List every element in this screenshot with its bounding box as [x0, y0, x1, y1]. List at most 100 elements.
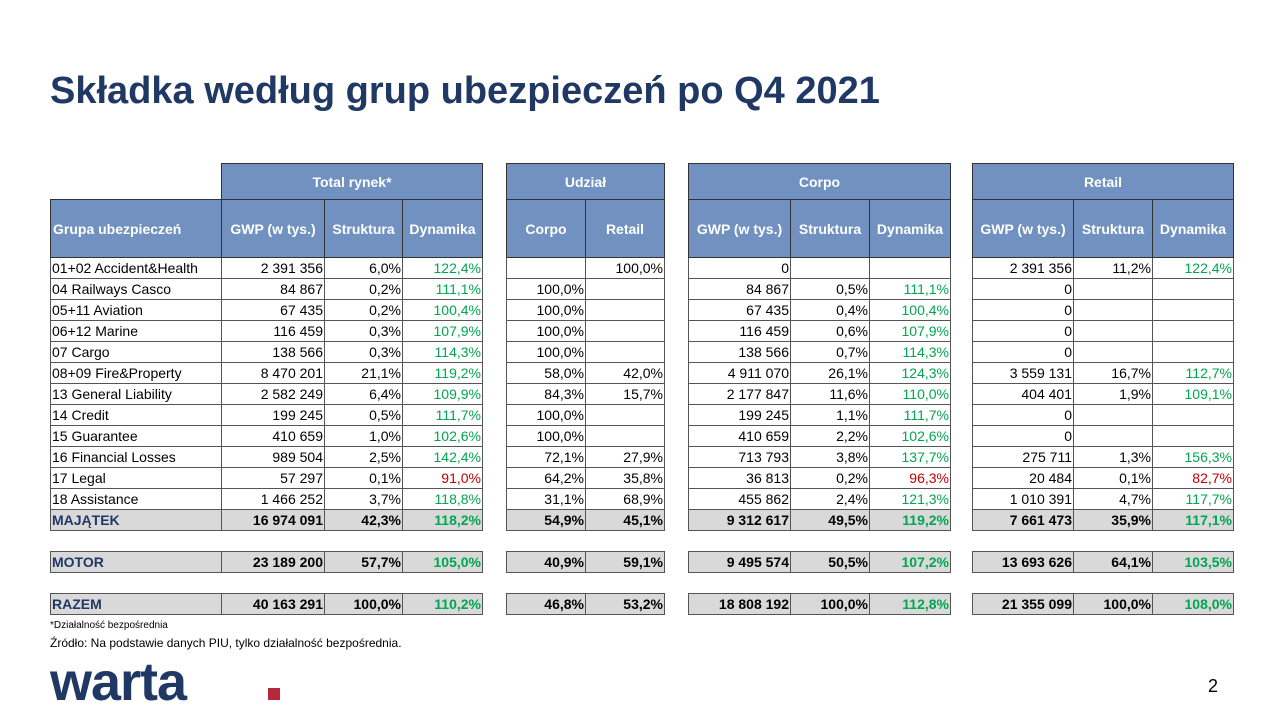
cell-udzial-retail — [585, 278, 665, 300]
cell-struktura-total: 0,2% — [324, 299, 403, 321]
cell-udzial-corpo: 84,3% — [506, 383, 586, 405]
warta-logo-icon: warta — [50, 658, 280, 706]
cell-dynamika-retail: 108,0% — [1152, 593, 1234, 615]
cell-dynamika-total: 105,0% — [402, 551, 483, 573]
page-title: Składka według grup ubezpieczeń po Q4 20… — [50, 70, 880, 112]
table-row: 01+02 Accident&Health 2 391 356 6,0% 122,4%… — [50, 257, 1234, 279]
cell-dynamika-retail: 82,7% — [1152, 467, 1234, 489]
cell-struktura-retail — [1073, 425, 1153, 447]
column-header-struktura-total: Struktura — [324, 199, 403, 258]
column-header-gwp-retail: GWP (w tys.) — [972, 199, 1074, 258]
cell-struktura-retail: 64,1% — [1073, 551, 1153, 573]
cell-gwp-retail: 7 661 473 — [972, 509, 1074, 531]
column-header-dynamika-total: Dynamika — [402, 199, 483, 258]
column-header-dynamika-retail: Dynamika — [1152, 199, 1234, 258]
cell-dynamika-corpo: 114,3% — [869, 341, 951, 363]
cell-struktura-total: 42,3% — [324, 509, 403, 531]
cell-gwp-total: 2 391 356 — [221, 257, 325, 279]
cell-dynamika-total: 118,2% — [402, 509, 483, 531]
cell-udzial-corpo — [506, 257, 586, 279]
cell-udzial-corpo: 40,9% — [506, 551, 586, 573]
cell-struktura-retail: 0,1% — [1073, 467, 1153, 489]
cell-dynamika-retail: 109,1% — [1152, 383, 1234, 405]
cell-udzial-corpo: 100,0% — [506, 404, 586, 426]
cell-gwp-corpo: 0 — [688, 257, 791, 279]
cell-gwp-retail: 1 010 391 — [972, 488, 1074, 510]
cell-struktura-corpo: 100,0% — [790, 593, 870, 615]
cell-dynamika-total: 119,2% — [402, 362, 483, 384]
spacer-row — [51, 531, 1234, 552]
column-header-dynamika-corpo: Dynamika — [869, 199, 951, 258]
cell-dynamika-total: 118,8% — [402, 488, 483, 510]
cell-struktura-retail: 16,7% — [1073, 362, 1153, 384]
total-row: MAJĄTEK 16 974 091 42,3% 118,2% 54,9% 45,1% 9 … — [50, 509, 1234, 531]
cell-gwp-total: 138 566 — [221, 341, 325, 363]
cell-dynamika-corpo: 124,3% — [869, 362, 951, 384]
cell-gwp-retail: 0 — [972, 320, 1074, 342]
cell-udzial-corpo: 46,8% — [506, 593, 586, 615]
column-header-struktura-corpo: Struktura — [790, 199, 870, 258]
cell-dynamika-retail — [1152, 278, 1234, 300]
row-label: 04 Railways Casco — [50, 278, 222, 300]
cell-udzial-retail — [585, 320, 665, 342]
cell-dynamika-retail — [1152, 425, 1234, 447]
table-row: 16 Financial Losses 989 504 2,5% 142,4% 72,1… — [50, 446, 1234, 468]
cell-gwp-retail: 404 401 — [972, 383, 1074, 405]
cell-gwp-total: 199 245 — [221, 404, 325, 426]
cell-gwp-corpo: 9 312 617 — [688, 509, 791, 531]
cell-struktura-total: 0,3% — [324, 341, 403, 363]
cell-gwp-retail: 0 — [972, 299, 1074, 321]
spacer-row — [51, 573, 1234, 594]
cell-struktura-retail — [1073, 320, 1153, 342]
svg-text:warta: warta — [50, 658, 188, 706]
cell-gwp-retail: 0 — [972, 404, 1074, 426]
cell-dynamika-total: 102,6% — [402, 425, 483, 447]
cell-gwp-total: 410 659 — [221, 425, 325, 447]
cell-gwp-corpo: 36 813 — [688, 467, 791, 489]
cell-dynamika-corpo: 112,8% — [869, 593, 951, 615]
cell-udzial-retail: 35,8% — [585, 467, 665, 489]
cell-udzial-retail: 15,7% — [585, 383, 665, 405]
column-header-struktura-retail: Struktura — [1073, 199, 1153, 258]
cell-udzial-retail — [585, 341, 665, 363]
cell-struktura-retail: 1,3% — [1073, 446, 1153, 468]
cell-dynamika-corpo: 121,3% — [869, 488, 951, 510]
cell-struktura-retail: 11,2% — [1073, 257, 1153, 279]
cell-udzial-retail: 100,0% — [585, 257, 665, 279]
column-header-grupa: Grupa ubezpieczeń — [50, 199, 222, 258]
cell-struktura-corpo: 26,1% — [790, 362, 870, 384]
cell-udzial-retail: 53,2% — [585, 593, 665, 615]
cell-struktura-total: 2,5% — [324, 446, 403, 468]
total-row: MOTOR 23 189 200 57,7% 105,0% 40,9% 59,1% 9 49… — [50, 551, 1234, 573]
cell-gwp-total: 16 974 091 — [221, 509, 325, 531]
column-header-corpo-share: Corpo — [506, 199, 586, 258]
cell-udzial-corpo: 72,1% — [506, 446, 586, 468]
table-row: 06+12 Marine 116 459 0,3% 107,9% 100,0% 116 4… — [50, 320, 1234, 342]
cell-udzial-corpo: 100,0% — [506, 341, 586, 363]
cell-struktura-corpo: 0,4% — [790, 299, 870, 321]
cell-gwp-corpo: 410 659 — [688, 425, 791, 447]
cell-udzial-corpo: 100,0% — [506, 320, 586, 342]
cell-udzial-retail — [585, 404, 665, 426]
cell-struktura-total: 6,4% — [324, 383, 403, 405]
table-row: 04 Railways Casco 84 867 0,2% 111,1% 100,0% 8… — [50, 278, 1234, 300]
premium-table: Total rynek* Udział Corpo Retail Grupa u… — [50, 163, 1234, 615]
cell-dynamika-total: 109,9% — [402, 383, 483, 405]
cell-struktura-corpo: 0,7% — [790, 341, 870, 363]
cell-udzial-retail: 45,1% — [585, 509, 665, 531]
cell-struktura-retail — [1073, 278, 1153, 300]
cell-gwp-retail: 21 355 099 — [972, 593, 1074, 615]
row-label: MAJĄTEK — [50, 509, 222, 531]
cell-gwp-retail: 0 — [972, 278, 1074, 300]
cell-gwp-corpo: 199 245 — [688, 404, 791, 426]
cell-dynamika-corpo: 102,6% — [869, 425, 951, 447]
cell-dynamika-total: 142,4% — [402, 446, 483, 468]
cell-dynamika-retail: 117,1% — [1152, 509, 1234, 531]
cell-struktura-total: 1,0% — [324, 425, 403, 447]
cell-gwp-retail: 3 559 131 — [972, 362, 1074, 384]
cell-udzial-retail: 42,0% — [585, 362, 665, 384]
cell-dynamika-total: 111,1% — [402, 278, 483, 300]
cell-udzial-corpo: 100,0% — [506, 425, 586, 447]
cell-dynamika-total: 122,4% — [402, 257, 483, 279]
cell-udzial-retail: 27,9% — [585, 446, 665, 468]
